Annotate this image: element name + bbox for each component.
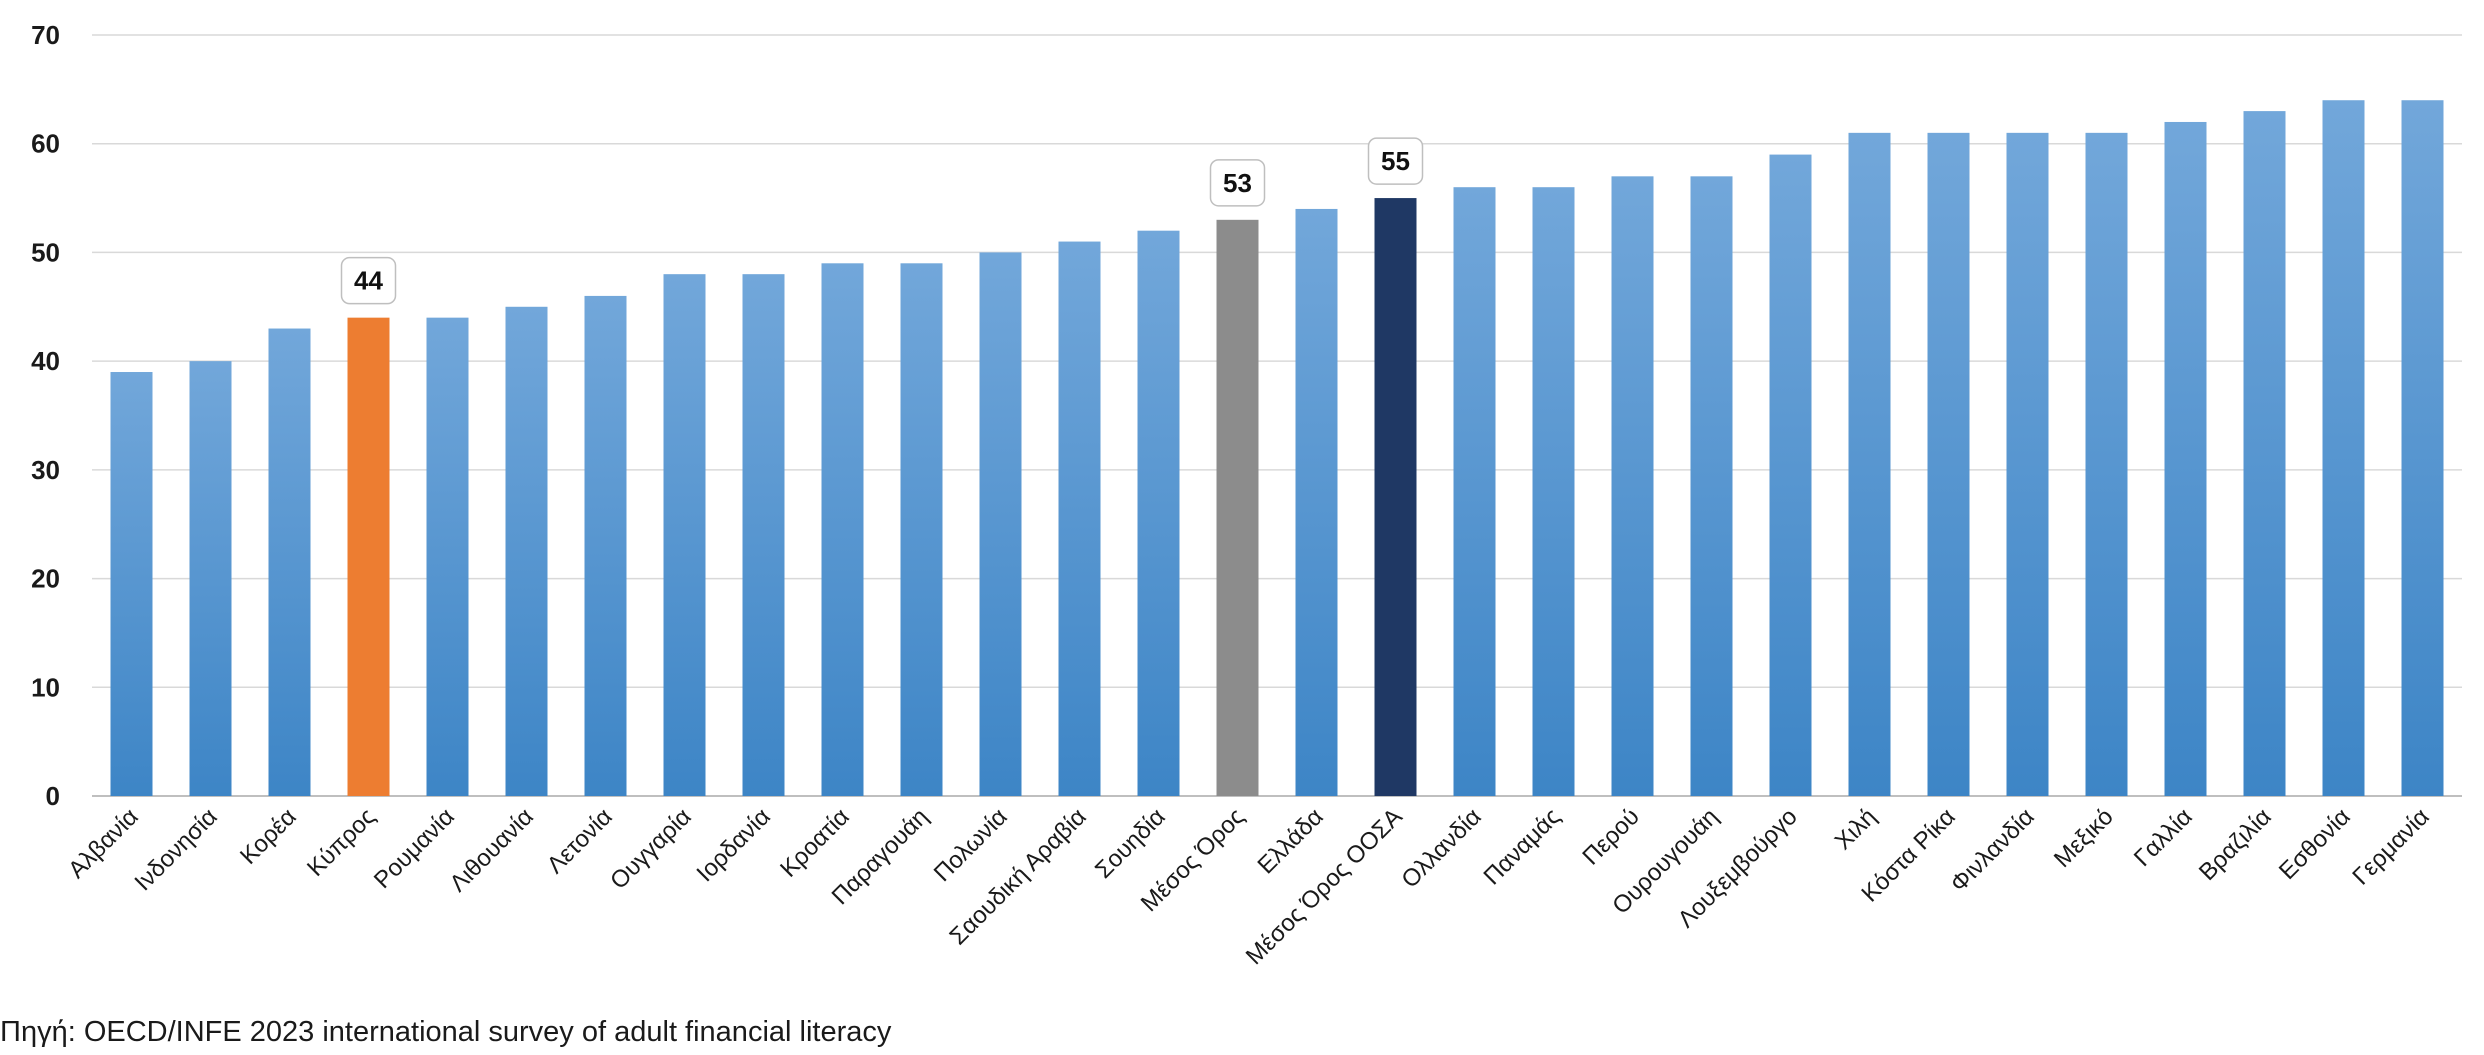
bars [110,100,2444,797]
x-tick-label: Περού [1577,803,1644,870]
bar [1295,208,1338,796]
bar [1137,230,1180,796]
x-tick-label: Βραζιλία [2194,803,2277,886]
x-tick-label: Εσθονία [2274,803,2356,885]
bar [1374,198,1417,797]
data-label-box [1367,137,1424,185]
bar [821,263,864,796]
x-tick-label: Σουηδία [1090,803,1171,884]
data-label: 44 [354,266,383,296]
x-tick-label: Λετονία [542,803,618,879]
x-tick-label: Χιλή [1830,803,1882,855]
y-tick-label: 60 [31,129,60,159]
x-tick-label: Ινδονησία [130,803,223,896]
data-labels: 44 53 55 [340,137,1424,305]
bar [663,274,706,797]
y-tick-label: 0 [46,781,60,811]
data-label: 55 [1381,146,1410,176]
y-axis-ticks: 0 10 20 30 40 50 60 70 [31,20,60,811]
x-tick-label: Αλβανία [63,803,144,884]
y-tick-label: 50 [31,237,60,267]
source-note: Πηγή: OECD/INFE 2023 international surve… [0,1016,892,1048]
bar [584,295,627,796]
bar [1690,176,1733,797]
bar [110,372,153,796]
x-tick-label: Ολλανδία [1396,803,1486,893]
y-tick-label: 40 [31,346,60,376]
bar [900,263,943,796]
x-tick-label: Σαουδική Αραβία [945,803,1092,950]
x-tick-label: Γαλλία [2129,803,2198,872]
x-tick-label: Μέσος Όρος ΟΟΣΑ [1241,803,1408,970]
bar [268,328,311,796]
y-tick-label: 10 [31,672,60,702]
bar [1216,219,1259,797]
bar [2164,121,2207,796]
y-tick-label: 70 [31,20,60,50]
bar [2085,132,2128,797]
x-tick-label: Γερμανία [2347,803,2434,890]
x-tick-label: Ελλάδα [1253,803,1329,879]
x-tick-label: Κροατία [775,803,855,883]
bar [189,361,232,796]
bar [979,252,1022,796]
bar [426,317,469,796]
bar [347,317,390,796]
bar [742,274,785,797]
y-tick-label: 20 [31,564,60,594]
data-label-box [340,256,397,305]
x-tick-label: Φινλανδία [1945,803,2040,898]
bar [2322,100,2365,796]
gridlines [92,34,2462,797]
x-tick-label: Κύπρος [302,803,381,882]
bar [1848,132,1891,797]
data-label-box [1209,159,1266,207]
y-tick-label: 30 [31,455,60,485]
bar [1532,187,1575,796]
bar [2401,100,2444,796]
bar [1769,154,1812,797]
x-tick-label: Κορέα [235,803,302,870]
bar [2243,111,2286,797]
bar [1611,176,1654,797]
x-tick-label: Παναμάς [1479,803,1566,890]
bar [1927,132,1970,797]
bar [505,306,548,796]
data-label: 53 [1223,168,1252,198]
x-tick-label: Μεξικό [2049,803,2119,873]
bar [1058,241,1101,797]
x-tick-label: Λιθουανία [445,803,539,897]
bar [1453,187,1496,796]
x-tick-label: Ουγγαρία [605,803,697,895]
bar [2006,132,2049,797]
x-tick-label: Ιορδανία [692,803,776,887]
